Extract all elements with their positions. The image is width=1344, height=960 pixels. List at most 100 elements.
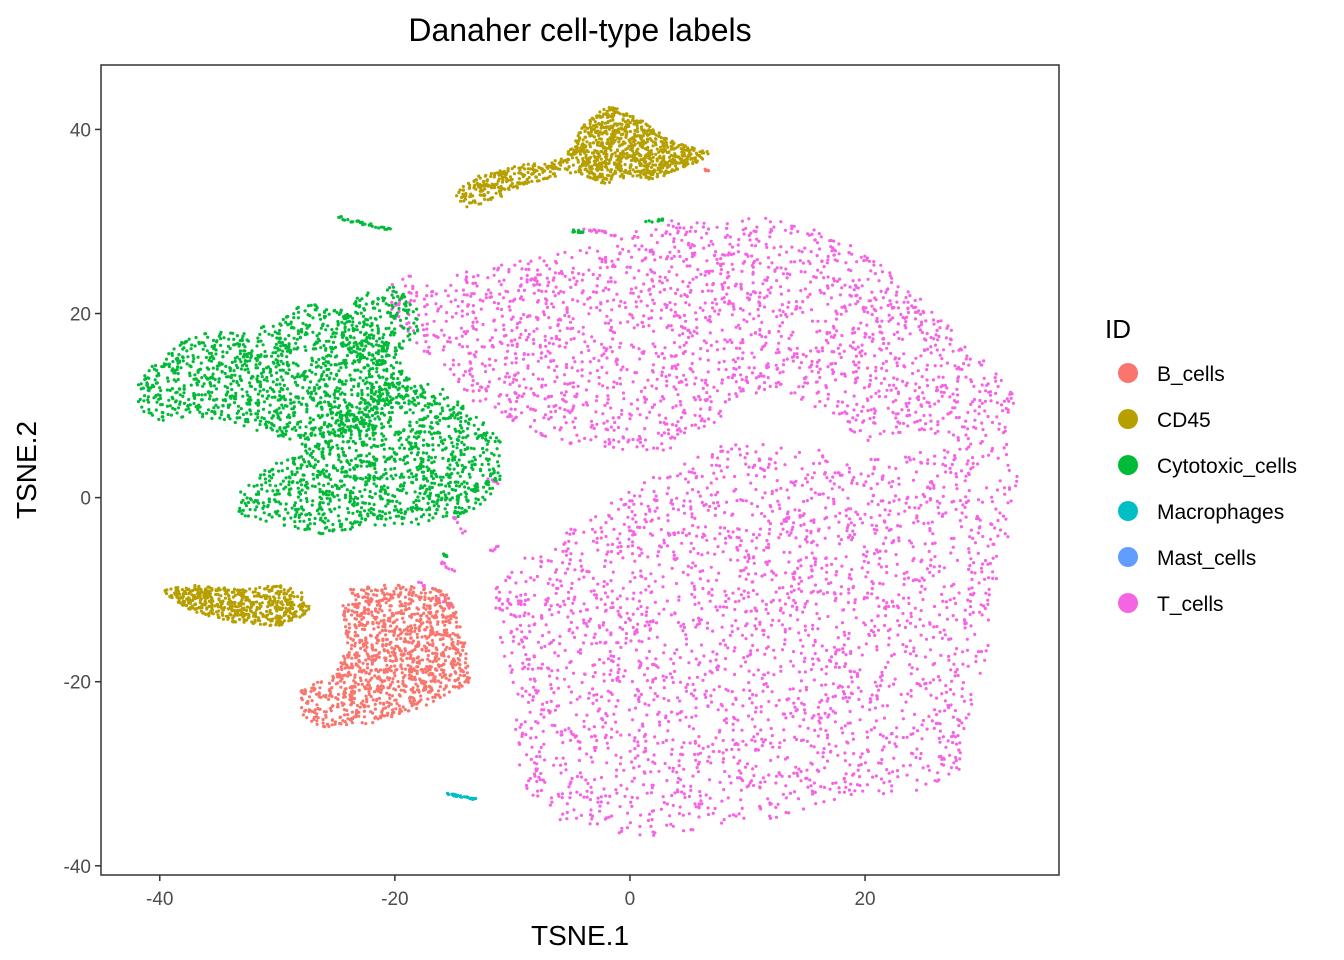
scatter-point [688, 550, 693, 554]
scatter-point [514, 727, 518, 732]
scatter-point [980, 500, 985, 504]
scatter-point [559, 391, 564, 395]
scatter-point [750, 738, 754, 742]
scatter-point [249, 384, 254, 389]
scatter-point [722, 818, 726, 822]
scatter-point [778, 324, 782, 328]
scatter-point [852, 288, 856, 292]
scatter-point [681, 570, 685, 575]
scatter-point [739, 771, 743, 775]
scatter-point [800, 467, 804, 471]
scatter-point [777, 698, 781, 702]
scatter-point [715, 389, 720, 393]
scatter-point [585, 789, 589, 793]
scatter-point [879, 565, 884, 569]
scatter-point [704, 341, 708, 345]
scatter-point [800, 397, 804, 401]
scatter-point [469, 294, 473, 298]
scatter-point [695, 331, 699, 335]
scatter-point [570, 776, 574, 781]
scatter-point [471, 304, 475, 308]
scatter-point [738, 386, 742, 390]
scatter-point [826, 696, 830, 701]
scatter-point [731, 512, 735, 516]
scatter-point [436, 307, 441, 311]
scatter-point [916, 398, 921, 402]
scatter-point [965, 637, 969, 641]
scatter-point [875, 596, 879, 600]
scatter-point [958, 499, 963, 503]
scatter-point [906, 692, 910, 696]
scatter-point [969, 557, 973, 561]
scatter-point [593, 778, 597, 782]
scatter-point [578, 609, 583, 613]
scatter-point [872, 407, 876, 411]
scatter-point [825, 330, 829, 335]
scatter-point [582, 602, 586, 606]
scatter-point [943, 456, 947, 460]
scatter-point [957, 718, 962, 723]
scatter-point [933, 779, 937, 783]
scatter-point [853, 789, 857, 793]
scatter-point [708, 331, 712, 335]
scatter-point [752, 532, 756, 537]
scatter-point [829, 362, 833, 366]
scatter-point [759, 728, 763, 732]
scatter-point [591, 576, 595, 581]
scatter-point [604, 733, 608, 737]
scatter-point [617, 612, 621, 617]
scatter-point [789, 531, 793, 535]
scatter-point [912, 521, 916, 525]
scatter-point [570, 270, 575, 275]
scatter-point [640, 259, 644, 263]
scatter-point [591, 290, 596, 294]
scatter-point [615, 381, 619, 386]
scatter-point [717, 571, 721, 575]
scatter-point [818, 367, 822, 371]
scatter-point [627, 490, 631, 494]
scatter-point [779, 446, 783, 450]
scatter-point [621, 627, 625, 631]
scatter-point [192, 356, 196, 361]
scatter-point [265, 396, 269, 401]
scatter-point [763, 514, 767, 518]
scatter-point [564, 341, 569, 345]
scatter-point [923, 587, 927, 591]
scatter-point [733, 284, 737, 288]
scatter-point [650, 405, 654, 409]
scatter-point [630, 552, 635, 556]
scatter-point [666, 729, 670, 733]
scatter-point [918, 297, 923, 301]
scatter-point [633, 736, 637, 740]
scatter-point [682, 499, 686, 503]
scatter-point [681, 753, 685, 757]
scatter-point [679, 403, 683, 407]
scatter-point [747, 556, 751, 561]
scatter-point [931, 678, 936, 682]
scatter-point [785, 530, 789, 534]
scatter-point [248, 395, 252, 399]
scatter-point [939, 364, 943, 368]
scatter-point [897, 357, 901, 361]
scatter-point [589, 785, 593, 789]
scatter-point [882, 745, 886, 749]
scatter-point [637, 434, 642, 439]
scatter-point [870, 580, 874, 584]
scatter-point [693, 471, 697, 475]
scatter-point [873, 272, 878, 276]
scatter-point [868, 378, 873, 382]
scatter-point [754, 474, 759, 478]
scatter-point [699, 799, 703, 803]
scatter-point [933, 402, 937, 406]
scatter-point [561, 397, 565, 401]
scatter-point [573, 595, 577, 599]
scatter-point [964, 474, 968, 478]
scatter-point [665, 779, 669, 783]
scatter-point [865, 596, 869, 600]
scatter-point [682, 408, 686, 412]
scatter-point [508, 382, 512, 386]
scatter-point [730, 262, 734, 266]
scatter-point [673, 669, 677, 674]
scatter-point [382, 368, 386, 372]
scatter-point [739, 282, 743, 286]
